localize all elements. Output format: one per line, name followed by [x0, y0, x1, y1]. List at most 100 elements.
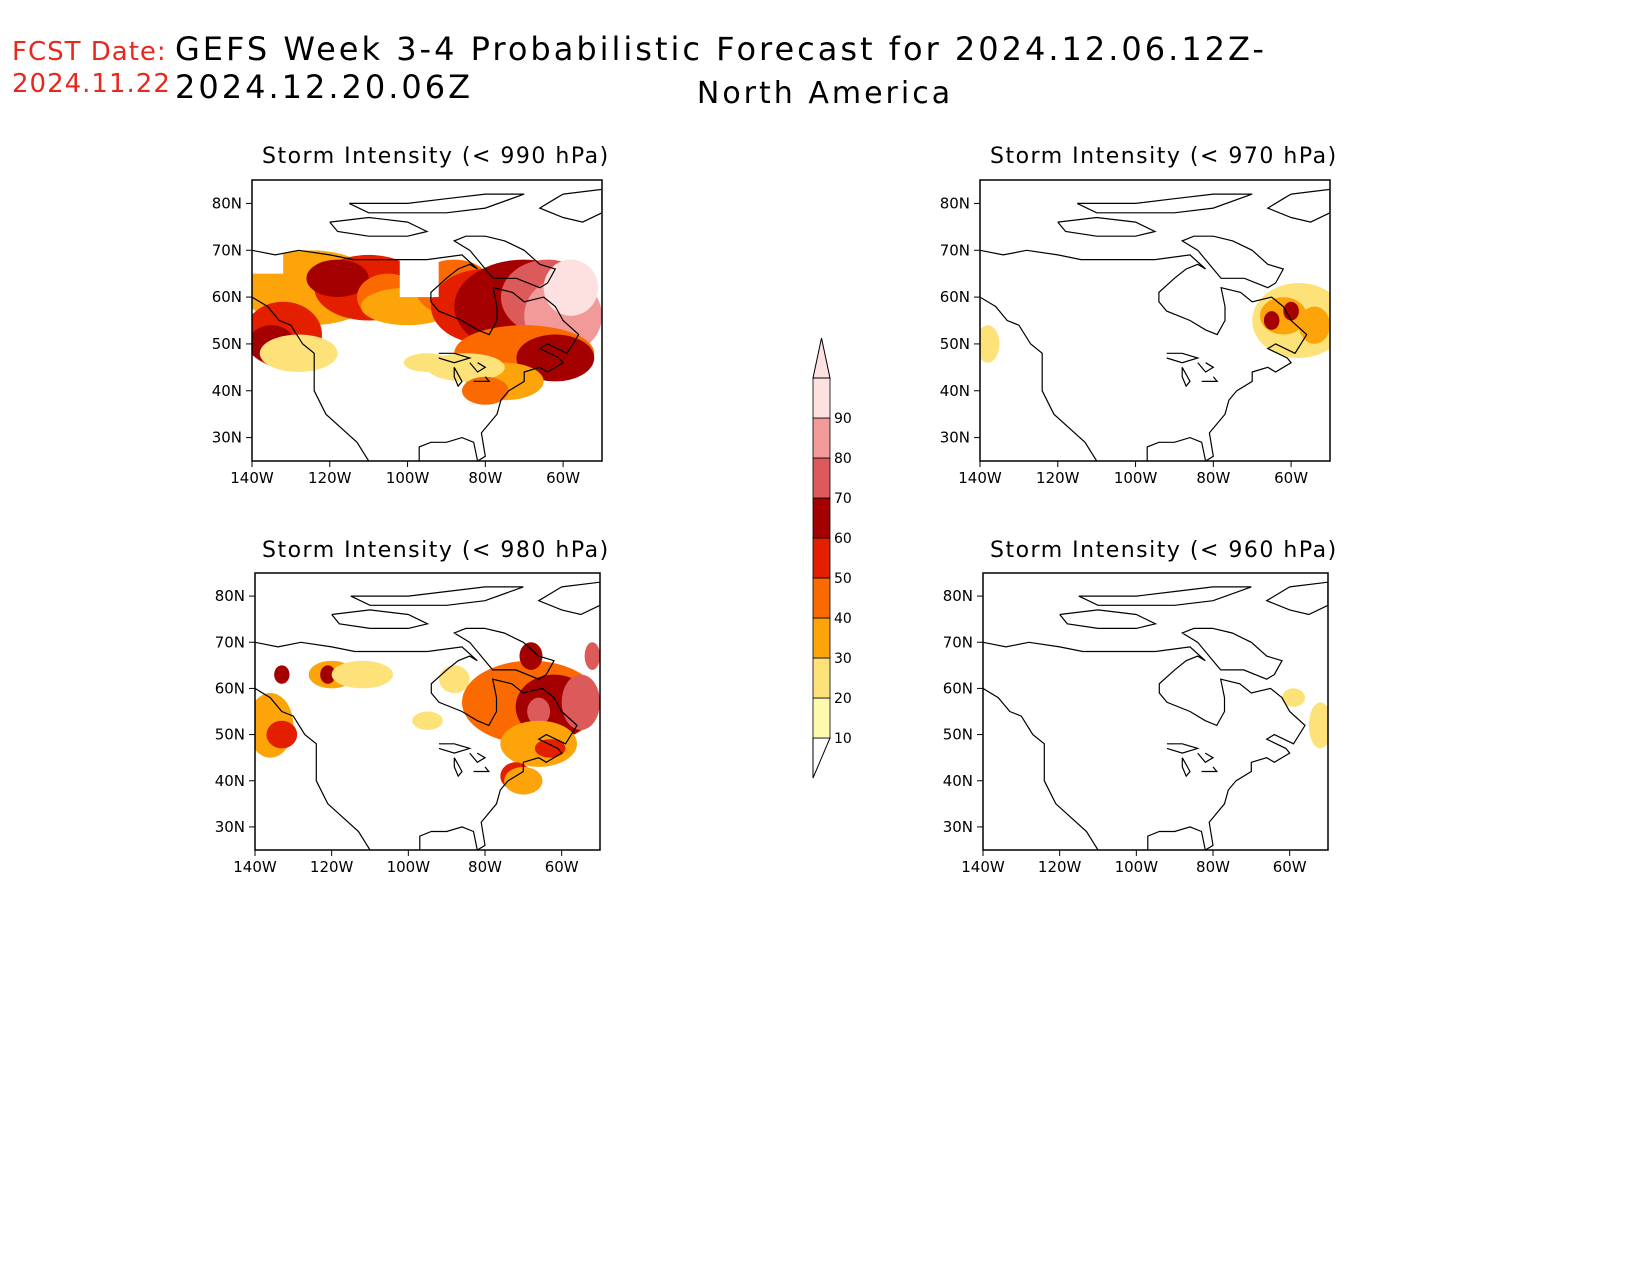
lat-tick-label: 80N: [212, 194, 242, 212]
lat-tick-label: 50N: [940, 335, 970, 353]
probability-shading: [1308, 702, 1328, 749]
map-frame: [251, 179, 603, 462]
probability-shading: [534, 739, 566, 758]
lat-tick-label: 70N: [943, 633, 973, 651]
probability-shading: [320, 665, 336, 684]
lon-tick-label: 100W: [386, 469, 430, 487]
lat-tick-label: 40N: [943, 772, 973, 790]
lat-tick-label: 50N: [943, 726, 973, 744]
colorbar-label: 20: [834, 691, 852, 707]
lon-tick-label: 60W: [545, 858, 579, 876]
panel-990-map: 80N 70N 60N 50N 40N 30N 140W 120W 100W 80W 60W: [212, 179, 603, 487]
panel-970-map: 80N 70N 60N 50N 40N 30N 140W 120W 100W 80W 60W: [940, 179, 1331, 487]
lat-tick-label: 30N: [943, 818, 973, 836]
lat-tick-label: 50N: [212, 335, 242, 353]
probability-shading: [980, 325, 1000, 363]
colorbar-segment: [812, 537, 831, 579]
lon-tick-label: 100W: [387, 858, 431, 876]
probability-shading: [259, 334, 338, 373]
lon-tick-label: 100W: [1114, 469, 1158, 487]
probability-shading: [1283, 301, 1299, 321]
probability-shading: [1298, 306, 1330, 344]
forecast-date-label: FCST Date:: [12, 37, 167, 67]
lon-tick-label: 140W: [233, 858, 277, 876]
lat-tick-label: 60N: [943, 679, 973, 697]
colorbar-segment: [812, 577, 831, 619]
colorbar: 10 20 30 40 50 60 70 80 90: [812, 337, 852, 779]
lat-tick-label: 50N: [215, 726, 245, 744]
colorbar-segment: [812, 497, 831, 539]
colorbar-label: 90: [834, 411, 852, 427]
probability-shading: [561, 674, 600, 730]
map-frame: [254, 572, 601, 851]
map-frame: [982, 572, 1329, 851]
panel-title-990: Storm Intensity (< 990 hPa): [262, 144, 610, 169]
colorbar-label: 80: [834, 451, 852, 467]
lat-tick-label: 70N: [212, 241, 242, 259]
lon-tick-label: 80W: [468, 469, 502, 487]
lon-tick-label: 140W: [230, 469, 274, 487]
colorbar-segment: [812, 377, 831, 419]
lon-tick-label: 60W: [1274, 469, 1308, 487]
probability-shading: [516, 334, 595, 382]
probability-shading: [274, 665, 290, 684]
probability-shading: [584, 642, 600, 670]
lat-tick-label: 30N: [212, 429, 242, 447]
probability-shading: [504, 766, 543, 795]
colorbar-segment: [812, 457, 831, 499]
lon-tick-label: 80W: [468, 858, 502, 876]
colorbar-segment: [812, 617, 831, 659]
lat-tick-label: 60N: [940, 288, 970, 306]
colorbar-label: 50: [834, 571, 852, 587]
panel-title-960: Storm Intensity (< 960 hPa): [990, 538, 1338, 563]
lat-tick-label: 80N: [215, 587, 245, 605]
probability-shading: [331, 660, 393, 689]
lat-tick-label: 30N: [940, 429, 970, 447]
lon-tick-label: 100W: [1115, 858, 1159, 876]
probability-shading: [439, 665, 470, 694]
lon-tick-label: 80W: [1196, 858, 1230, 876]
probability-shading: [306, 259, 369, 298]
lat-tick-label: 60N: [212, 288, 242, 306]
lon-tick-label: 120W: [1038, 858, 1082, 876]
panel-title-980: Storm Intensity (< 980 hPa): [262, 538, 610, 563]
panel-980-map: 80N 70N 60N 50N 40N 30N 140W 120W 100W 80W 60W: [215, 572, 601, 876]
panel-title-970: Storm Intensity (< 970 hPa): [990, 144, 1338, 169]
colorbar-segment: [812, 657, 831, 699]
lat-tick-label: 80N: [943, 587, 973, 605]
probability-shading: [527, 697, 551, 726]
panel-960-map: 80N 70N 60N 50N 40N 30N 140W 120W 100W 80W 60W: [943, 572, 1329, 876]
probability-shading: [266, 720, 298, 749]
probability-shading: [1282, 688, 1305, 707]
lat-tick-label: 60N: [215, 679, 245, 697]
lon-tick-label: 140W: [958, 469, 1002, 487]
colorbar-segment: [812, 697, 831, 739]
probability-shading: [1263, 311, 1280, 330]
lat-tick-label: 70N: [215, 633, 245, 651]
colorbar-label: 60: [834, 531, 852, 547]
lat-tick-label: 70N: [940, 241, 970, 259]
colorbar-label: 70: [834, 491, 852, 507]
lon-tick-label: 120W: [1036, 469, 1080, 487]
lon-tick-label: 140W: [961, 858, 1005, 876]
probability-shading: [462, 376, 509, 405]
colorbar-label: 10: [834, 731, 852, 747]
forecast-date-block: FCST Date: 2024.11.22: [12, 36, 171, 100]
lon-tick-label: 60W: [546, 469, 580, 487]
lon-tick-label: 120W: [310, 858, 354, 876]
lon-tick-label: 120W: [308, 469, 352, 487]
probability-shading: [403, 353, 451, 373]
map-frame: [979, 179, 1331, 462]
colorbar-label: 30: [834, 651, 852, 667]
lat-tick-label: 40N: [940, 382, 970, 400]
lon-tick-label: 80W: [1196, 469, 1230, 487]
lat-tick-label: 30N: [215, 818, 245, 836]
probability-shading: [543, 259, 599, 316]
probability-shading: [412, 711, 443, 730]
probability-shading: [519, 642, 543, 670]
lat-tick-label: 80N: [940, 194, 970, 212]
colorbar-segment: [812, 417, 831, 459]
region-subtitle: North America: [696, 76, 954, 111]
main-title: GEFS Week 3-4 Probabilistic Forecast for…: [175, 30, 1267, 106]
colorbar-label: 40: [834, 611, 852, 627]
